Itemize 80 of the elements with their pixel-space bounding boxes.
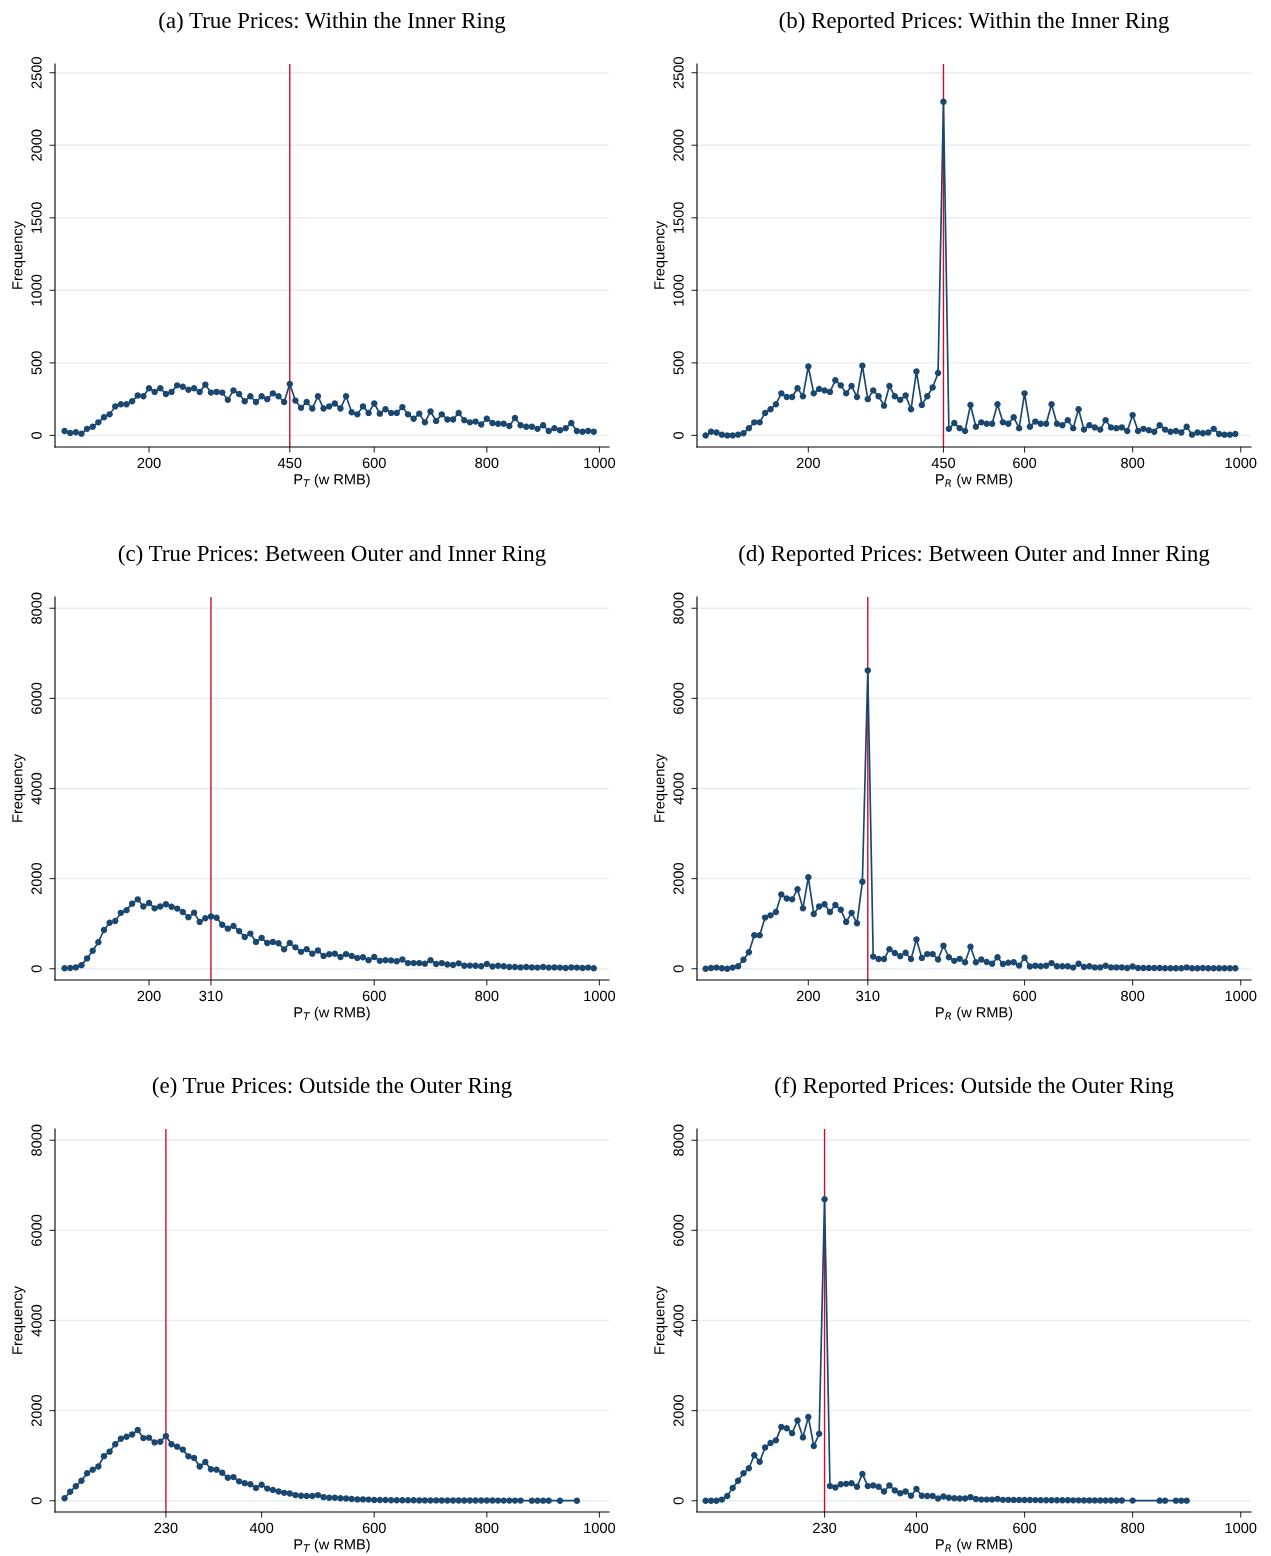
y-axis-title: Frequency (654, 754, 668, 822)
chart-title: (c) True Prices: Between Outer and Inner Ring (118, 544, 546, 566)
x-tick-label: 200 (137, 990, 161, 1002)
x-tick-label: 1000 (584, 457, 616, 469)
x-tick-label: 800 (1121, 457, 1145, 469)
y-tick-label: 0 (31, 1497, 42, 1505)
x-tick-label: 1000 (1225, 457, 1257, 469)
x-tick-label: 1000 (1225, 990, 1257, 1002)
y-tick-label: 0 (673, 965, 684, 973)
y-tick-label: 2000 (673, 1394, 684, 1427)
y-axis-title: Frequency (654, 1286, 668, 1354)
y-tick-label: 0 (31, 431, 42, 439)
x-axis-title: P$_{R}$ (w RMB) (936, 473, 1013, 488)
x-tick-label: 200 (796, 457, 820, 469)
x-tick-label: 600 (1013, 1522, 1037, 1534)
x-tick-label: 800 (475, 457, 499, 469)
y-tick-label: 2000 (673, 129, 684, 161)
x-tick-label: 200 (796, 990, 820, 1002)
x-tick-label: 800 (1121, 990, 1145, 1002)
y-tick-label: 8000 (31, 1124, 42, 1156)
x-tick-label: 800 (475, 1522, 499, 1534)
x-tick-label: 310 (199, 990, 223, 1002)
x-tick-label: 1000 (1225, 1522, 1257, 1534)
chart-title: (a) True Prices: Within the Inner Ring (159, 11, 506, 33)
x-axis-title: P$_{T}$ (w RMB) (294, 1538, 370, 1553)
x-tick-label: 600 (1013, 990, 1037, 1002)
x-axis-title: P$_{R}$ (w RMB) (936, 1538, 1013, 1553)
x-tick-label: 600 (1013, 457, 1037, 469)
x-tick-label: 1000 (584, 990, 616, 1002)
y-tick-label: 6000 (673, 682, 684, 714)
x-tick-label: 600 (362, 457, 386, 469)
x-tick-label: 230 (154, 1522, 178, 1534)
y-tick-label: 6000 (31, 1214, 42, 1246)
y-axis-title: Frequency (12, 754, 26, 822)
x-tick-label: 450 (277, 457, 302, 469)
y-tick-label: 0 (31, 965, 42, 973)
x-axis-title: P$_{T}$ (w RMB) (294, 473, 370, 488)
y-axis-title: Frequency (12, 221, 26, 289)
y-tick-label: 1000 (31, 274, 42, 306)
y-tick-label: 2500 (673, 57, 684, 89)
y-tick-label: 8000 (31, 592, 42, 624)
x-axis-title: P$_{R}$ (w RMB) (936, 1006, 1013, 1021)
y-tick-label: 6000 (31, 682, 42, 714)
y-tick-label: 8000 (673, 592, 684, 624)
y-tick-label: 0 (673, 1497, 684, 1505)
x-tick-label: 800 (475, 990, 499, 1002)
x-tick-label: 200 (137, 457, 161, 469)
y-tick-label: 500 (673, 351, 684, 375)
x-tick-label: 230 (813, 1522, 837, 1534)
y-tick-label: 4000 (673, 1304, 684, 1337)
y-tick-label: 2000 (673, 862, 684, 895)
x-tick-label: 310 (856, 990, 880, 1002)
y-tick-label: 2000 (31, 129, 42, 161)
chart-title: (b) Reported Prices: Within the Inner Ring (779, 11, 1169, 33)
y-tick-label: 4000 (31, 1304, 42, 1337)
y-tick-label: 2000 (31, 862, 42, 895)
y-axis-title: Frequency (12, 1286, 26, 1354)
y-tick-label: 2500 (31, 57, 42, 89)
y-tick-label: 1000 (673, 274, 684, 306)
y-tick-label: 4000 (673, 772, 684, 805)
x-tick-label: 800 (1121, 1522, 1145, 1534)
x-tick-label: 1000 (584, 1522, 616, 1534)
y-tick-label: 1500 (31, 202, 42, 233)
x-tick-label: 400 (249, 1522, 274, 1534)
x-tick-label: 400 (904, 1522, 929, 1534)
x-tick-label: 600 (362, 990, 386, 1002)
y-tick-label: 6000 (673, 1214, 684, 1246)
y-tick-label: 1500 (673, 202, 684, 233)
y-tick-label: 2000 (31, 1394, 42, 1427)
y-tick-label: 0 (673, 431, 684, 439)
x-tick-label: 600 (362, 1522, 386, 1534)
y-tick-label: 500 (31, 351, 42, 375)
chart-title: (e) True Prices: Outside the Outer Ring (152, 1076, 512, 1098)
chart-title: (d) Reported Prices: Between Outer and Inner Ring (739, 544, 1210, 566)
x-axis-title: P$_{T}$ (w RMB) (294, 1006, 370, 1021)
x-tick-label: 450 (931, 457, 956, 469)
y-axis-title: Frequency (654, 221, 668, 289)
y-tick-label: 8000 (673, 1124, 684, 1156)
y-tick-label: 4000 (31, 772, 42, 805)
chart-title: (f) Reported Prices: Outside the Outer Ring (775, 1076, 1174, 1098)
